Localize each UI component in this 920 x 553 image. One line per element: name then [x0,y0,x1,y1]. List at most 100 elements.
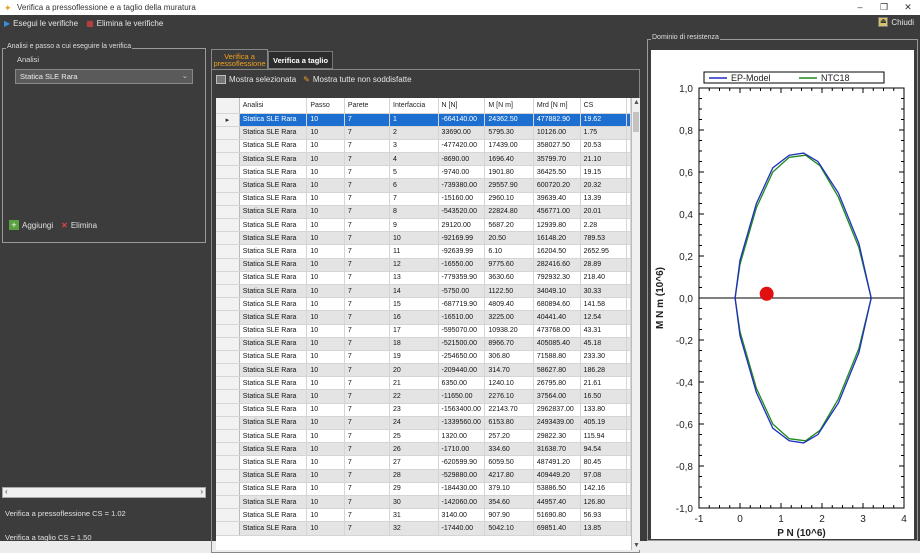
table-row[interactable]: Statica SLE Rara 10 7 4 -8690.00 1696.40 35799… [216,152,631,167]
row-header[interactable] [216,310,240,325]
column-header[interactable]: Analisi [239,98,308,114]
row-header[interactable] [216,376,240,391]
table-row[interactable]: Statica SLE Rara 10 7 25 1320.00 257.20 29822.… [216,429,631,444]
show-all-unsatisfied-button[interactable]: Mostra tutte non soddisfatte [312,75,412,84]
table-row[interactable]: Statica SLE Rara 10 7 24 -1339560.00 6153.80 2… [216,416,631,431]
table-row[interactable]: Statica SLE Rara 10 7 6 -739380.00 29557.90 60… [216,178,631,193]
scroll-down-icon[interactable]: ▼ [633,542,640,549]
scroll-left-icon[interactable]: ‹ [5,487,8,496]
table-row[interactable]: Statica SLE Rara 10 7 31 3140.00 907.90 51690.… [216,508,631,523]
row-header[interactable] [216,152,240,167]
table-cell: 10 [306,521,345,536]
row-header[interactable] [216,482,240,496]
column-header[interactable]: Interfaccia [389,98,439,114]
row-header[interactable] [216,495,240,510]
table-row[interactable]: Statica SLE Rara 10 7 2 33690.00 5795.30 10126… [216,126,631,140]
row-header[interactable] [216,218,240,233]
table-cell: Statica SLE Rara [239,192,308,206]
close-window-button[interactable]: ✕ [904,2,912,12]
add-button[interactable]: Aggiungi [22,220,54,230]
remove-button[interactable]: Elimina [70,220,98,230]
row-header[interactable] [216,508,240,523]
row-header[interactable] [216,139,240,154]
row-header[interactable] [216,455,240,470]
column-header[interactable]: Parete [344,98,391,114]
analysis-combo[interactable]: Statica SLE Rara ⌄ [15,69,193,84]
row-header[interactable] [216,429,240,444]
table-cell: 141.58 [580,297,628,312]
table-row[interactable]: Statica SLE Rara 10 7 11 -92639.99 6.10 16204.… [216,244,631,259]
row-header[interactable] [216,389,240,404]
table-row[interactable]: Statica SLE Rara 10 7 8 -543520.00 22824.80 45… [216,205,631,220]
show-selected-button[interactable]: Mostra selezionata [229,75,297,84]
run-checks-button[interactable]: ▶ Esegui le verifiche [4,19,78,28]
row-header[interactable] [216,244,240,259]
table-row[interactable]: Statica SLE Rara 10 7 26 -1710.00 334.60 31638… [216,442,631,457]
row-header[interactable] [216,337,240,351]
row-header[interactable] [216,258,240,272]
table-row[interactable]: ▸ Statica SLE Rara 10 7 1 -664140.00 24362.50 4… [216,113,631,127]
row-header[interactable] [216,469,240,483]
row-header[interactable] [216,284,240,299]
table-row[interactable]: Statica SLE Rara 10 7 32 -17440.00 5042.10 698… [216,521,631,536]
close-button[interactable]: ⏏ Chiudi [878,17,914,27]
row-header[interactable] [216,403,240,417]
table-cell: 19.62 [580,113,628,127]
table-row[interactable]: Statica SLE Rara 10 7 19 -254650.00 306.80 715… [216,350,631,365]
tab-taglio[interactable]: Verifica a taglio [268,51,334,69]
table-row[interactable]: Statica SLE Rara 10 7 12 -16550.00 9775.60 282… [216,258,631,272]
minimize-button[interactable]: – [857,2,863,12]
row-header[interactable] [216,521,240,536]
maximize-button[interactable]: ❐ [879,2,889,12]
table-row[interactable]: Statica SLE Rara 10 7 28 -529880.00 4217.80 40… [216,469,631,483]
row-header[interactable] [216,416,240,431]
row-header[interactable] [216,165,240,180]
row-header[interactable] [216,205,240,220]
table-row[interactable]: Statica SLE Rara 10 7 15 -687719.90 4809.40 68… [216,297,631,312]
column-header[interactable]: M [N m] [484,98,534,114]
table-row[interactable]: Statica SLE Rara 10 7 18 -521500.00 8966.70 40… [216,337,631,351]
table-row[interactable]: Statica SLE Rara 10 7 7 -15160.00 2960.10 3963… [216,192,631,206]
column-header[interactable]: Passo [306,98,345,114]
row-header[interactable] [216,350,240,365]
table-row[interactable]: Statica SLE Rara 10 7 22 -11650.00 2276.10 375… [216,389,631,404]
table-row[interactable]: Statica SLE Rara 10 7 13 -779359.90 3630.60 79… [216,271,631,285]
table-row[interactable]: Statica SLE Rara 10 7 3 -477420.00 17439.00 35… [216,139,631,154]
row-header[interactable] [216,192,240,206]
row-header[interactable] [216,363,240,378]
table-row[interactable]: Statica SLE Rara 10 7 29 -184430.00 379.10 538… [216,482,631,496]
row-header[interactable] [216,324,240,338]
row-header[interactable] [216,126,240,140]
row-header[interactable] [216,442,240,457]
row-header[interactable]: ▸ [216,113,240,127]
delete-checks-button[interactable]: ▦ Elimina le verifiche [86,19,163,28]
scroll-thumb[interactable] [633,112,639,132]
table-row[interactable]: Statica SLE Rara 10 7 27 -620599.90 6059.50 48… [216,455,631,470]
table-row[interactable]: Statica SLE Rara 10 7 10 -92169.99 20.50 16148… [216,231,631,246]
table-row[interactable]: Statica SLE Rara 10 7 5 -9740.00 1901.80 36425… [216,165,631,180]
column-header[interactable]: N [N] [438,98,486,114]
table-row[interactable]: Statica SLE Rara 10 7 23 -1563400.00 22143.70… [216,403,631,417]
scroll-right-icon[interactable]: › [200,487,203,496]
table-row[interactable]: Statica SLE Rara 10 7 17 -595070.00 10938.20 4… [216,324,631,338]
row-header[interactable] [216,271,240,285]
row-header[interactable] [216,178,240,193]
row-header[interactable] [216,231,240,246]
table-cell: 7 [344,337,391,351]
table-row[interactable]: Statica SLE Rara 10 7 9 29120.00 5687.20 12939… [216,218,631,233]
results-table[interactable]: Analisi Passo Parete Interfaccia N [N] M [N m… [216,98,631,550]
vertical-scrollbar[interactable]: ▲ ▼ [631,98,640,550]
table-row[interactable]: Statica SLE Rara 10 7 21 6350.00 1240.10 26795… [216,376,631,391]
table-row[interactable]: Statica SLE Rara 10 7 30 -142060.00 354.60 449… [216,495,631,510]
table-row[interactable]: Statica SLE Rara 10 7 14 -5750.00 1122.50 3404… [216,284,631,299]
row-header[interactable] [216,297,240,312]
horizontal-scrollbar[interactable]: ‹ › [2,487,206,498]
table-row[interactable]: Statica SLE Rara 10 7 20 -209440.00 314.70 586… [216,363,631,378]
scroll-up-icon[interactable]: ▲ [633,99,640,106]
column-header[interactable]: CS [580,98,628,114]
table-cell: 7 [344,271,391,285]
table-row[interactable]: Statica SLE Rara 10 7 16 -16510.00 3225.00 404… [216,310,631,325]
column-header[interactable]: Mrd [N m] [533,98,581,114]
tab-pressoflessione[interactable]: Verifica a pressoflessione [211,49,268,69]
table-cell: 10 [306,113,345,127]
